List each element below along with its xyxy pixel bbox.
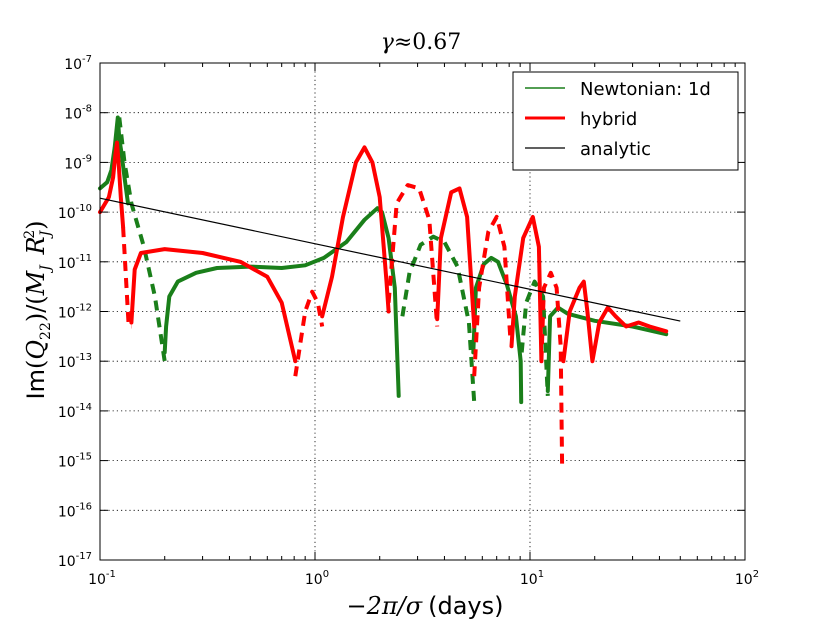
y-tick-label: 10-9 <box>64 153 92 172</box>
y-tick-label: 10-10 <box>58 203 92 222</box>
series-hybrid-solid <box>561 279 669 364</box>
series-newtonian-1d-solid <box>162 206 401 398</box>
series-hybrid-solid <box>129 247 298 364</box>
series-hybrid-solid <box>98 140 126 230</box>
series-hybrid-dashed <box>293 289 325 377</box>
legend-label-hybrid: hybrid <box>580 109 637 130</box>
x-tick-label: 10-1 <box>88 569 116 588</box>
y-tick-label: 10-14 <box>58 402 92 421</box>
series-newtonian-1d-solid <box>98 115 130 206</box>
series-hybrid-solid <box>320 145 391 319</box>
y-tick-label: 10-11 <box>58 253 92 272</box>
chart-title: γ≈0.67 <box>381 30 462 55</box>
series-hybrid-dashed <box>472 214 513 377</box>
y-tick-label: 10-16 <box>58 501 92 520</box>
series-hybrid-dashed <box>386 183 440 327</box>
tick-labels: 10-1 100 101 102 10-7 10-8 10-9 10-10 10-11 10-12… <box>58 54 759 588</box>
y-tick-label: 10-17 <box>58 551 92 570</box>
series-hybrid-dashed <box>121 226 132 329</box>
legend-label-analytic: analytic <box>580 139 651 160</box>
x-tick-label: 102 <box>735 569 759 588</box>
y-tick-label: 10-7 <box>64 54 92 73</box>
series-newtonian-1d-solid <box>471 255 524 405</box>
y-tick-label: 10-13 <box>58 352 92 371</box>
series-newtonian-1d-dashed <box>519 279 550 396</box>
series-hybrid-dashed <box>539 270 565 466</box>
x-axis-label: −2π/σ (days) <box>347 592 504 620</box>
series-newtonian-1d-dashed <box>117 117 167 362</box>
series-hybrid-solid <box>435 186 477 329</box>
y-axis-label: Im(Q22)/(MJ RJ2) <box>22 220 54 399</box>
series-newtonian-1d-dashed <box>400 234 477 403</box>
y-tick-label: 10-8 <box>64 104 92 123</box>
x-tick-label: 101 <box>520 569 544 588</box>
series-hybrid-solid <box>509 214 544 364</box>
series-analytic-line <box>99 197 681 322</box>
y-tick-label: 10-12 <box>58 303 92 322</box>
x-tick-label: 100 <box>305 569 329 588</box>
y-tick-label: 10-15 <box>58 452 92 471</box>
series-layer <box>98 115 681 466</box>
axis-ticks <box>99 62 746 561</box>
legend: Newtonian: 1d hybrid analytic <box>512 71 739 171</box>
legend-label-newtonian: Newtonian: 1d <box>580 79 711 100</box>
